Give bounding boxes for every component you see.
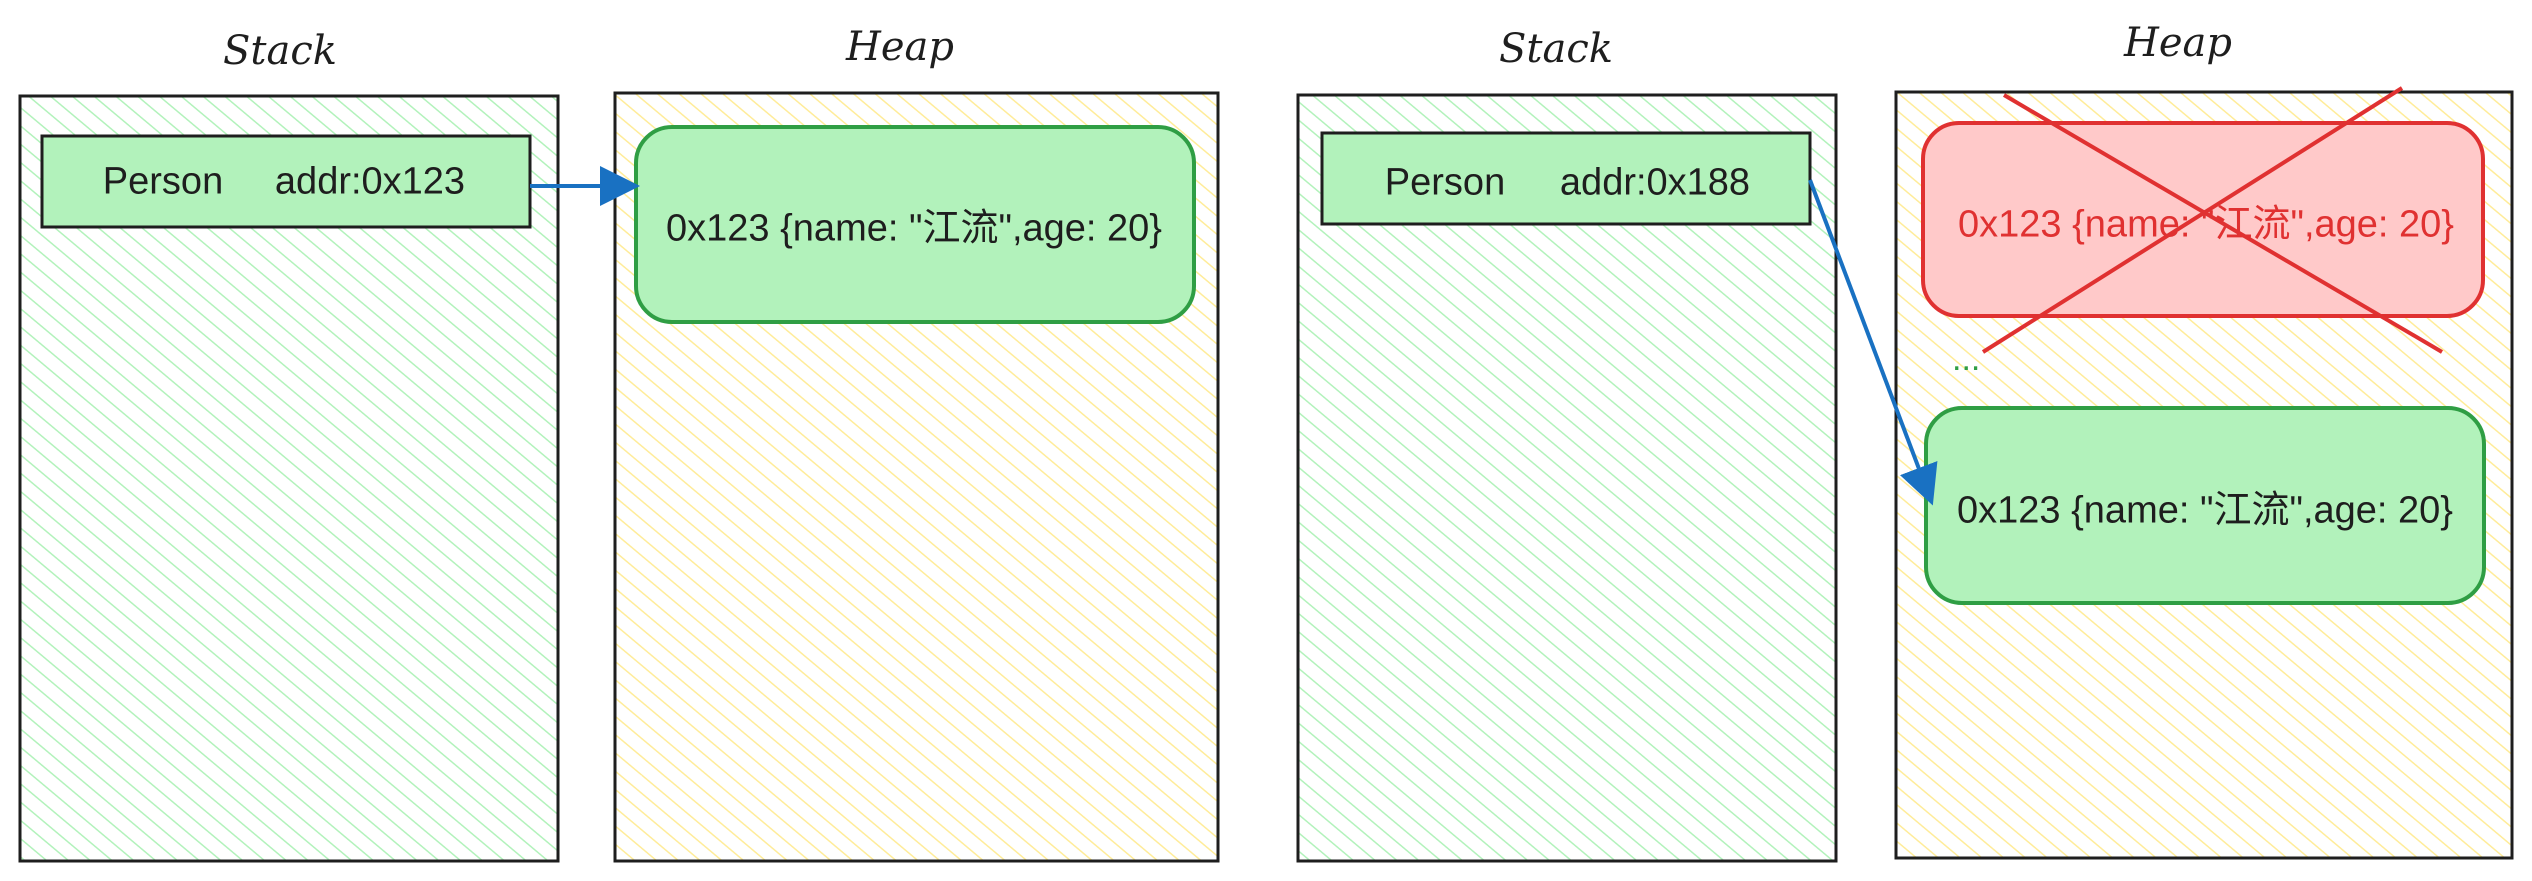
left-heap-object [634,125,1196,324]
right-reference-arrow [1808,179,1938,506]
right-heap-title: Heap [2123,20,2233,66]
right-stack-item-name: Person [1384,161,1506,204]
left-stack-item-addr: addr:0x123 [274,160,466,203]
discarded-heap-object-label: 0x123 {name: "江流",age: 20} [1958,203,2454,246]
heap-ellipsis: ... [1952,340,1981,378]
left-stack-title: Stack [223,28,337,74]
left-stack-item [40,134,532,229]
right-stack-item-addr: addr:0x188 [1559,161,1751,204]
right-stack-title: Stack [1499,26,1613,72]
left-heap-object-label: 0x123 {name: "江流",age: 20} [666,207,1162,250]
left-heap-title: Heap [845,24,955,70]
right-heap-object-label: 0x123 {name: "江流",age: 20} [1957,489,2453,532]
cross-out-line-2 [1981,86,2404,354]
right-heap-object [1924,406,2486,605]
right-stack-item [1320,131,1812,226]
cross-out-line-1 [2002,93,2444,354]
discarded-heap-object [1921,121,2485,318]
left-stack-item-name: Person [102,160,224,203]
